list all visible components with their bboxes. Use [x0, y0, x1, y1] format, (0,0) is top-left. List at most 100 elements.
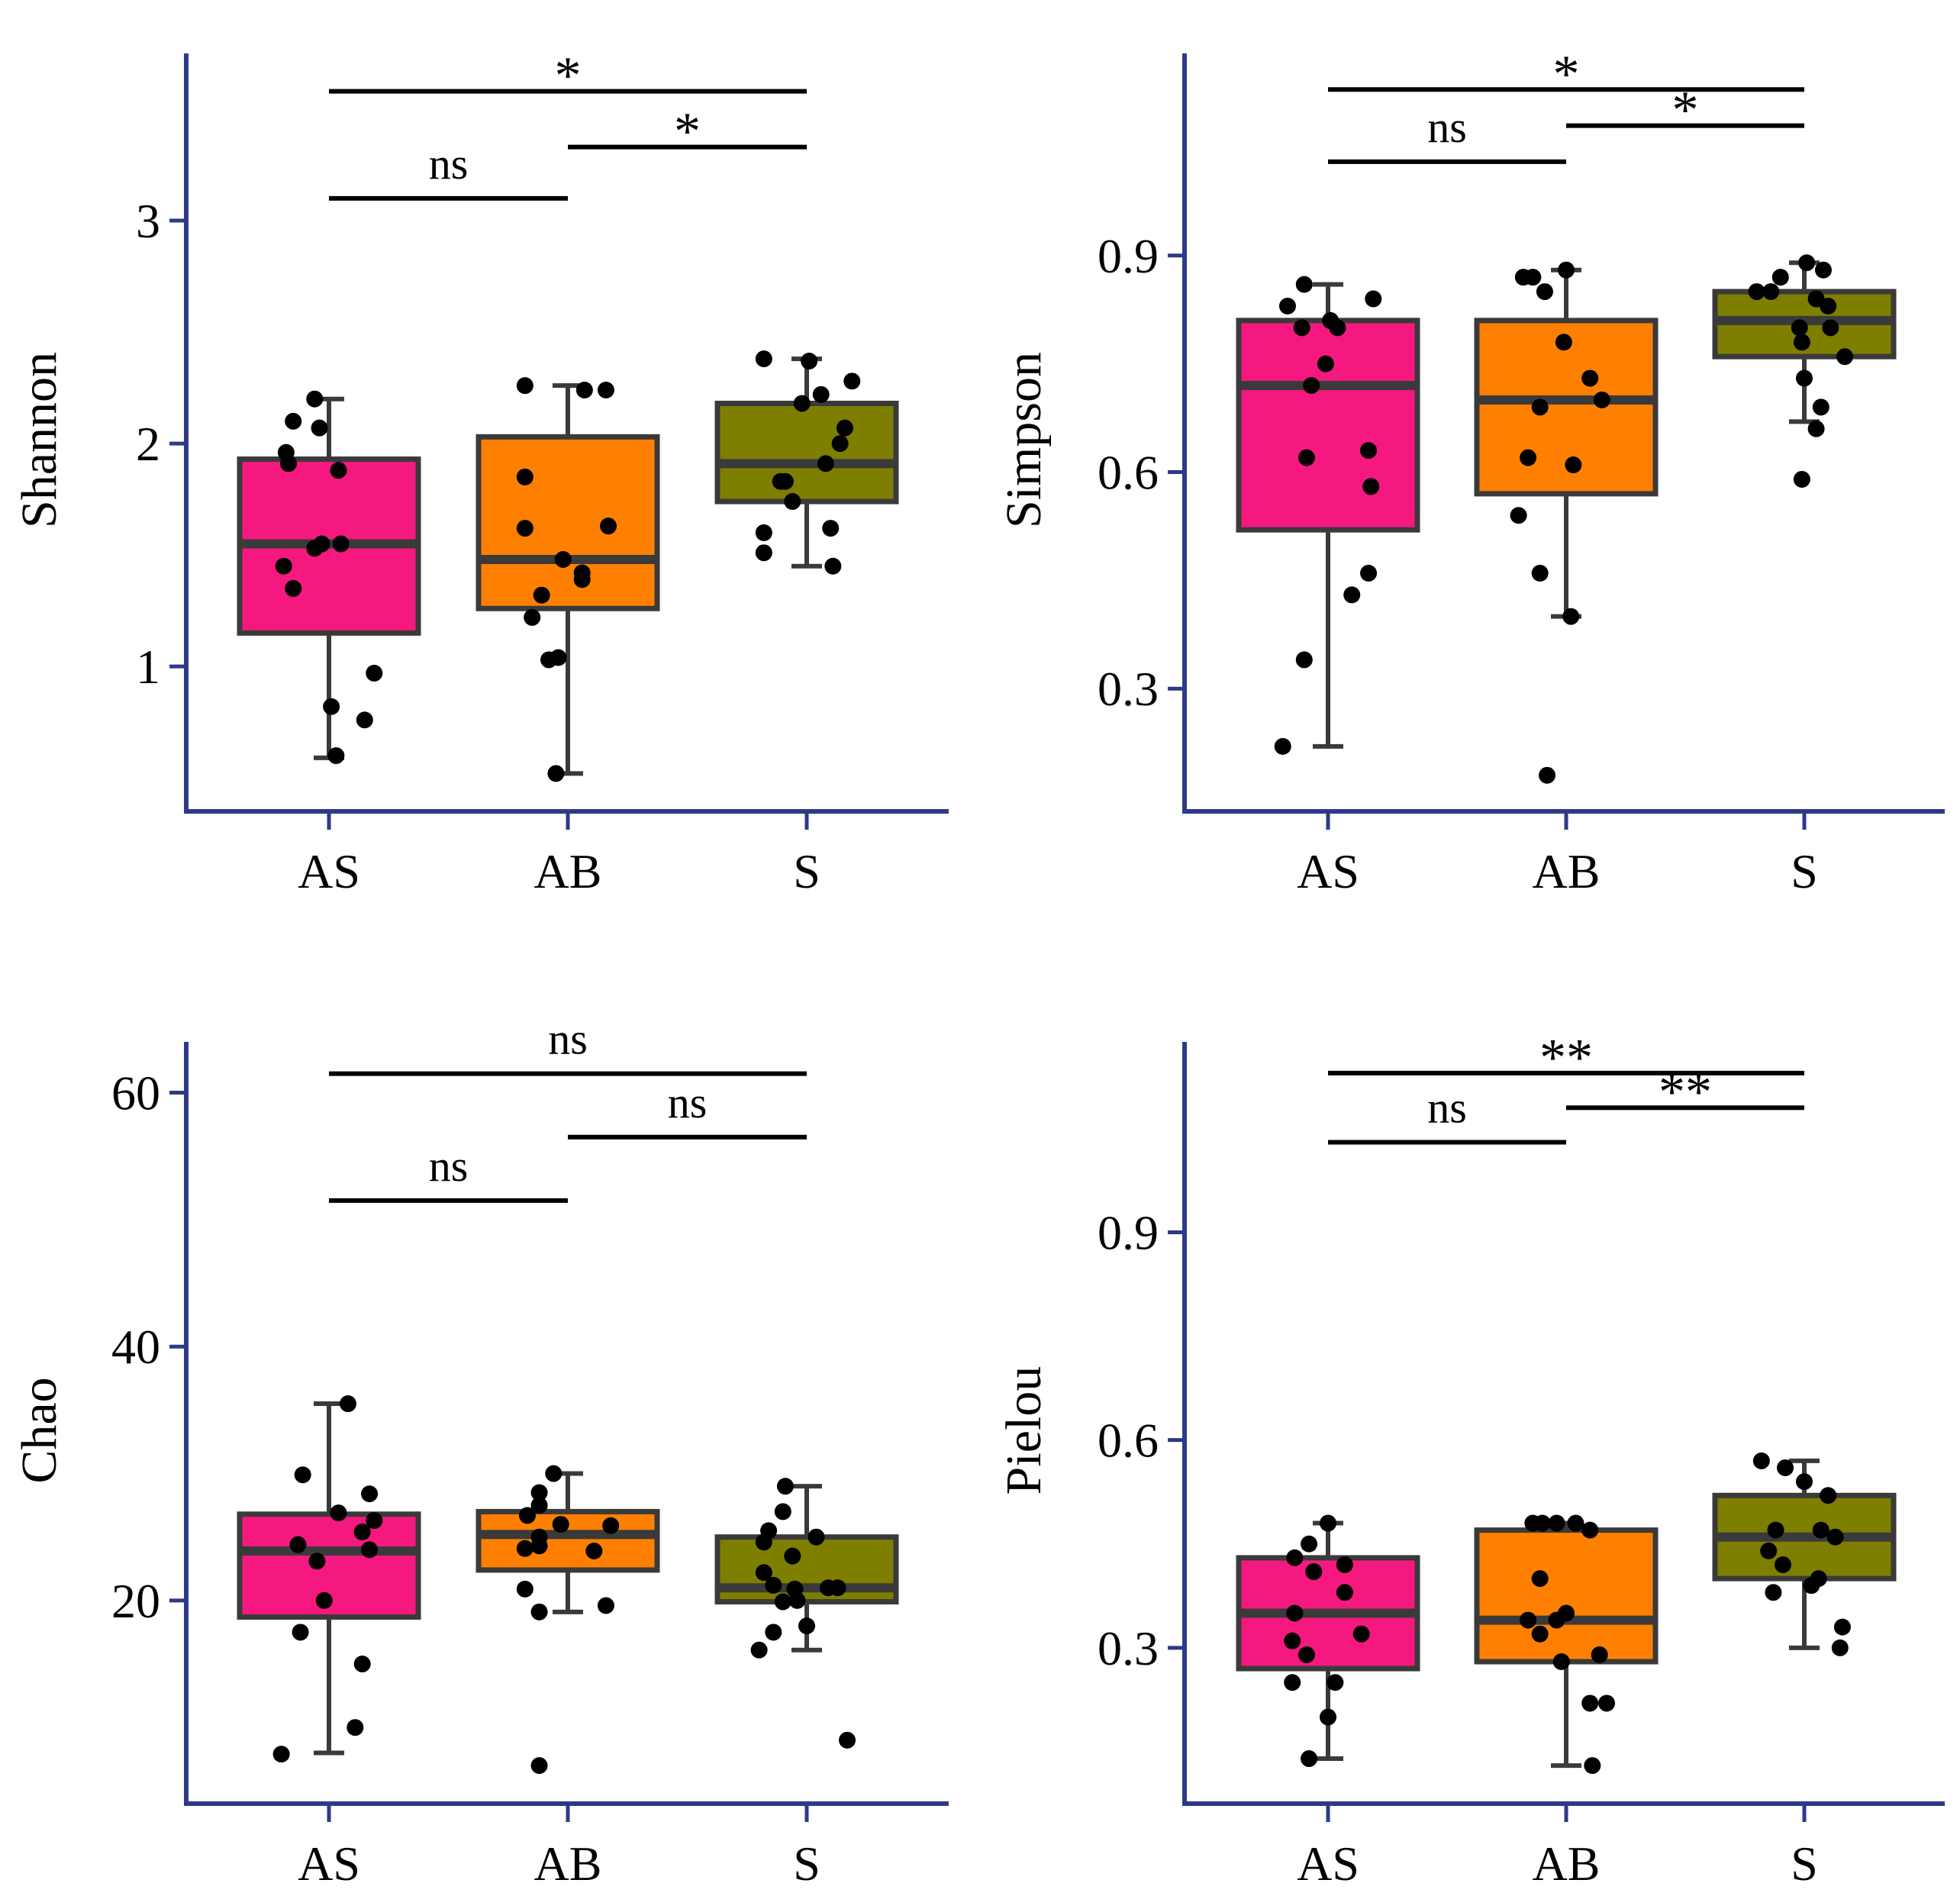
y-tick-label: 0.6 — [1098, 1414, 1159, 1468]
data-point — [1286, 1549, 1304, 1566]
data-point — [1533, 1514, 1551, 1532]
data-point — [353, 1656, 371, 1673]
data-point — [839, 1731, 856, 1749]
data-point — [339, 1395, 356, 1413]
data-point — [750, 1641, 768, 1659]
data-point — [573, 571, 591, 588]
chart-panel-chao: 20 40 60 Chao AS AB Sns ns ns — [11, 1014, 949, 1891]
data-point — [836, 419, 853, 437]
data-point — [1343, 586, 1361, 604]
data-point — [1807, 420, 1825, 437]
data-point — [755, 1564, 772, 1582]
data-point — [547, 765, 565, 782]
data-point — [776, 472, 794, 490]
data-point — [285, 579, 302, 597]
data-point — [1820, 1487, 1837, 1504]
y-axis-label: Shannon — [11, 352, 67, 528]
data-point — [1814, 261, 1832, 279]
data-point — [1581, 369, 1599, 387]
data-point — [1598, 1694, 1616, 1712]
y-axis-label: Pielou — [996, 1366, 1052, 1495]
data-point — [1581, 1694, 1599, 1712]
data-point — [516, 1540, 534, 1557]
data-point — [784, 1547, 801, 1565]
significance-label: ns — [1427, 102, 1467, 152]
data-point — [776, 1478, 794, 1495]
data-point — [1329, 319, 1346, 337]
data-point — [1798, 254, 1816, 272]
y-axis-label: Simpson — [996, 352, 1052, 528]
data-point — [1284, 1674, 1301, 1691]
data-point — [1836, 348, 1854, 366]
data-point — [824, 557, 842, 575]
x-tick-label: AS — [298, 1836, 360, 1891]
data-point — [1286, 1604, 1304, 1622]
data-point — [1295, 651, 1313, 669]
data-point — [774, 1503, 791, 1520]
data-point — [1762, 283, 1780, 301]
data-point — [1510, 507, 1527, 524]
data-point — [1552, 1653, 1570, 1671]
data-point — [585, 1542, 603, 1559]
data-point — [1327, 1674, 1344, 1691]
data-point — [1826, 1528, 1844, 1546]
y-tick-label: 1 — [136, 640, 160, 694]
y-tick-label: 0.9 — [1098, 1206, 1159, 1260]
y-tick-label: 60 — [111, 1066, 160, 1121]
data-point — [1558, 261, 1575, 279]
x-tick-label: AB — [1533, 1836, 1601, 1891]
data-point — [516, 520, 534, 537]
data-point — [1362, 478, 1380, 495]
x-tick-label: S — [1791, 1836, 1818, 1891]
significance-label: ns — [1427, 1083, 1467, 1133]
data-point — [1767, 1521, 1784, 1539]
data-point — [289, 1536, 307, 1553]
data-point — [294, 1466, 311, 1484]
data-point — [817, 455, 834, 472]
significance-label: ns — [429, 1141, 469, 1191]
data-point — [1791, 319, 1808, 337]
data-point — [1760, 1542, 1778, 1559]
data-point — [1317, 355, 1334, 372]
data-point — [1360, 564, 1378, 582]
data-point — [1765, 1584, 1782, 1601]
data-point — [1584, 1757, 1601, 1775]
data-point — [1796, 369, 1813, 387]
data-point — [1593, 391, 1610, 408]
data-point — [292, 1624, 309, 1641]
chart-panel-shannon: 1 2 3 Shannon AS AB Sns * * — [11, 47, 949, 898]
data-point — [1771, 269, 1789, 286]
data-point — [597, 1597, 614, 1614]
data-point — [1548, 1514, 1565, 1532]
data-point — [518, 1507, 536, 1524]
x-tick-label: S — [793, 1836, 820, 1891]
data-point — [1822, 319, 1839, 337]
data-point — [277, 443, 295, 461]
data-point — [530, 1484, 548, 1501]
x-tick-label: AS — [1297, 1836, 1359, 1891]
data-point — [1831, 1639, 1849, 1656]
data-point — [315, 1591, 333, 1609]
x-tick-label: S — [793, 844, 820, 898]
data-point — [1284, 1632, 1301, 1649]
data-point — [765, 1624, 782, 1641]
data-point — [1752, 1452, 1770, 1469]
y-tick-label: 0.3 — [1098, 662, 1159, 716]
data-point — [1777, 1459, 1794, 1476]
data-point — [308, 1553, 326, 1570]
x-tick-label: AB — [534, 844, 602, 898]
data-point — [1298, 1646, 1315, 1663]
data-point — [602, 1517, 620, 1534]
data-point — [755, 524, 772, 541]
data-point — [774, 1593, 791, 1611]
data-point — [1295, 276, 1313, 293]
data-point — [843, 372, 861, 390]
data-point — [822, 520, 840, 537]
data-point — [1303, 377, 1320, 395]
data-point — [1531, 564, 1549, 582]
data-point — [1581, 1521, 1599, 1539]
y-tick-label: 20 — [111, 1574, 160, 1628]
data-point — [1352, 1625, 1370, 1643]
